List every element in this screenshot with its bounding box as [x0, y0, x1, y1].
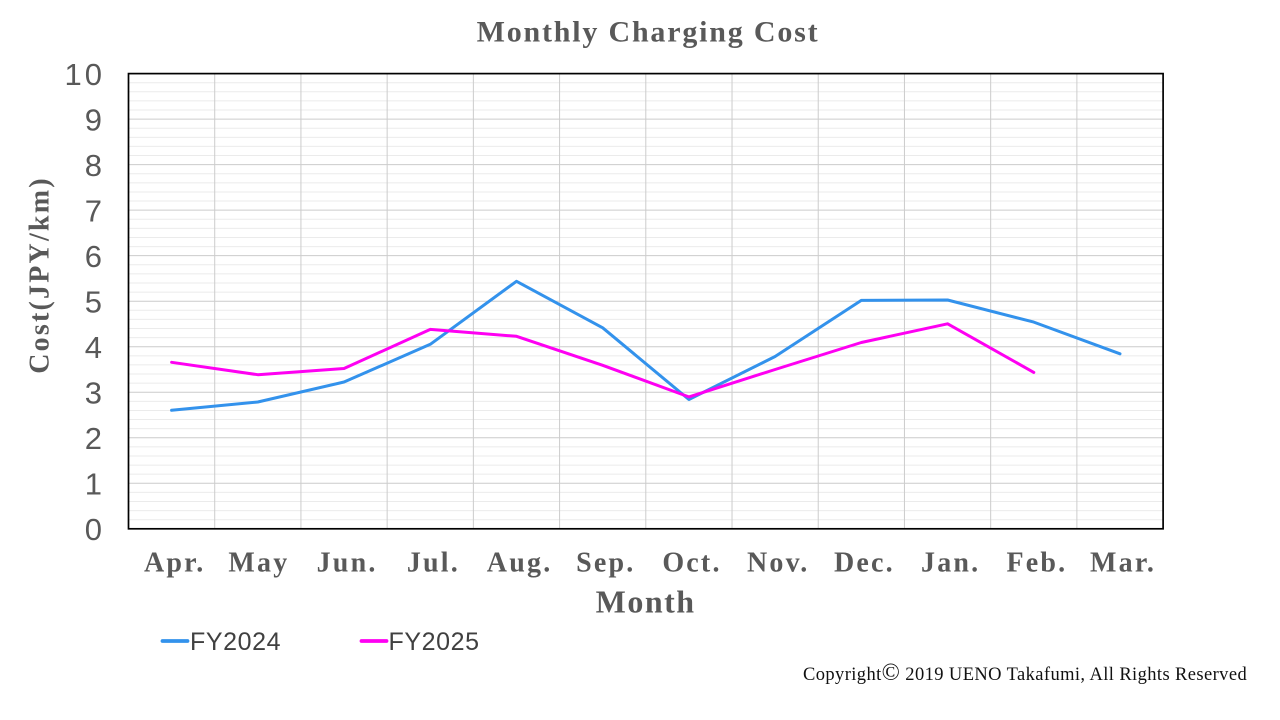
- svg-text:Sep.: Sep.: [576, 548, 635, 579]
- svg-text:10: 10: [65, 57, 105, 92]
- svg-text:2: 2: [85, 421, 105, 456]
- svg-text:7: 7: [85, 193, 105, 228]
- svg-text:Feb.: Feb.: [1006, 548, 1067, 579]
- svg-text:Aug.: Aug.: [487, 548, 553, 579]
- svg-text:Oct.: Oct.: [662, 548, 721, 579]
- svg-text:9: 9: [85, 102, 105, 137]
- svg-text:6: 6: [85, 239, 105, 274]
- svg-text:8: 8: [85, 148, 105, 183]
- svg-text:Jan.: Jan.: [921, 548, 980, 579]
- svg-text:Jun.: Jun.: [317, 548, 378, 579]
- svg-text:1: 1: [85, 466, 105, 501]
- svg-text:FY2024: FY2024: [190, 628, 281, 656]
- svg-text:Month: Month: [596, 583, 696, 619]
- svg-text:Mar.: Mar.: [1090, 548, 1156, 579]
- svg-text:4: 4: [85, 330, 105, 365]
- svg-text:5: 5: [85, 284, 105, 319]
- svg-text:Apr.: Apr.: [144, 548, 205, 579]
- svg-text:0: 0: [85, 512, 105, 547]
- svg-text:FY2025: FY2025: [389, 628, 480, 656]
- svg-text:May: May: [228, 548, 289, 579]
- svg-text:Copyright© 2019 UENO Takafumi,: Copyright© 2019 UENO Takafumi, All Right…: [803, 660, 1247, 686]
- svg-text:3: 3: [85, 375, 105, 410]
- svg-text:Cost(JPY/km): Cost(JPY/km): [25, 176, 56, 374]
- svg-text:Dec.: Dec.: [834, 548, 895, 579]
- svg-text:Jul.: Jul.: [407, 548, 460, 579]
- svg-text:Monthly Charging Cost: Monthly Charging Cost: [477, 16, 820, 49]
- svg-text:Nov.: Nov.: [747, 548, 809, 579]
